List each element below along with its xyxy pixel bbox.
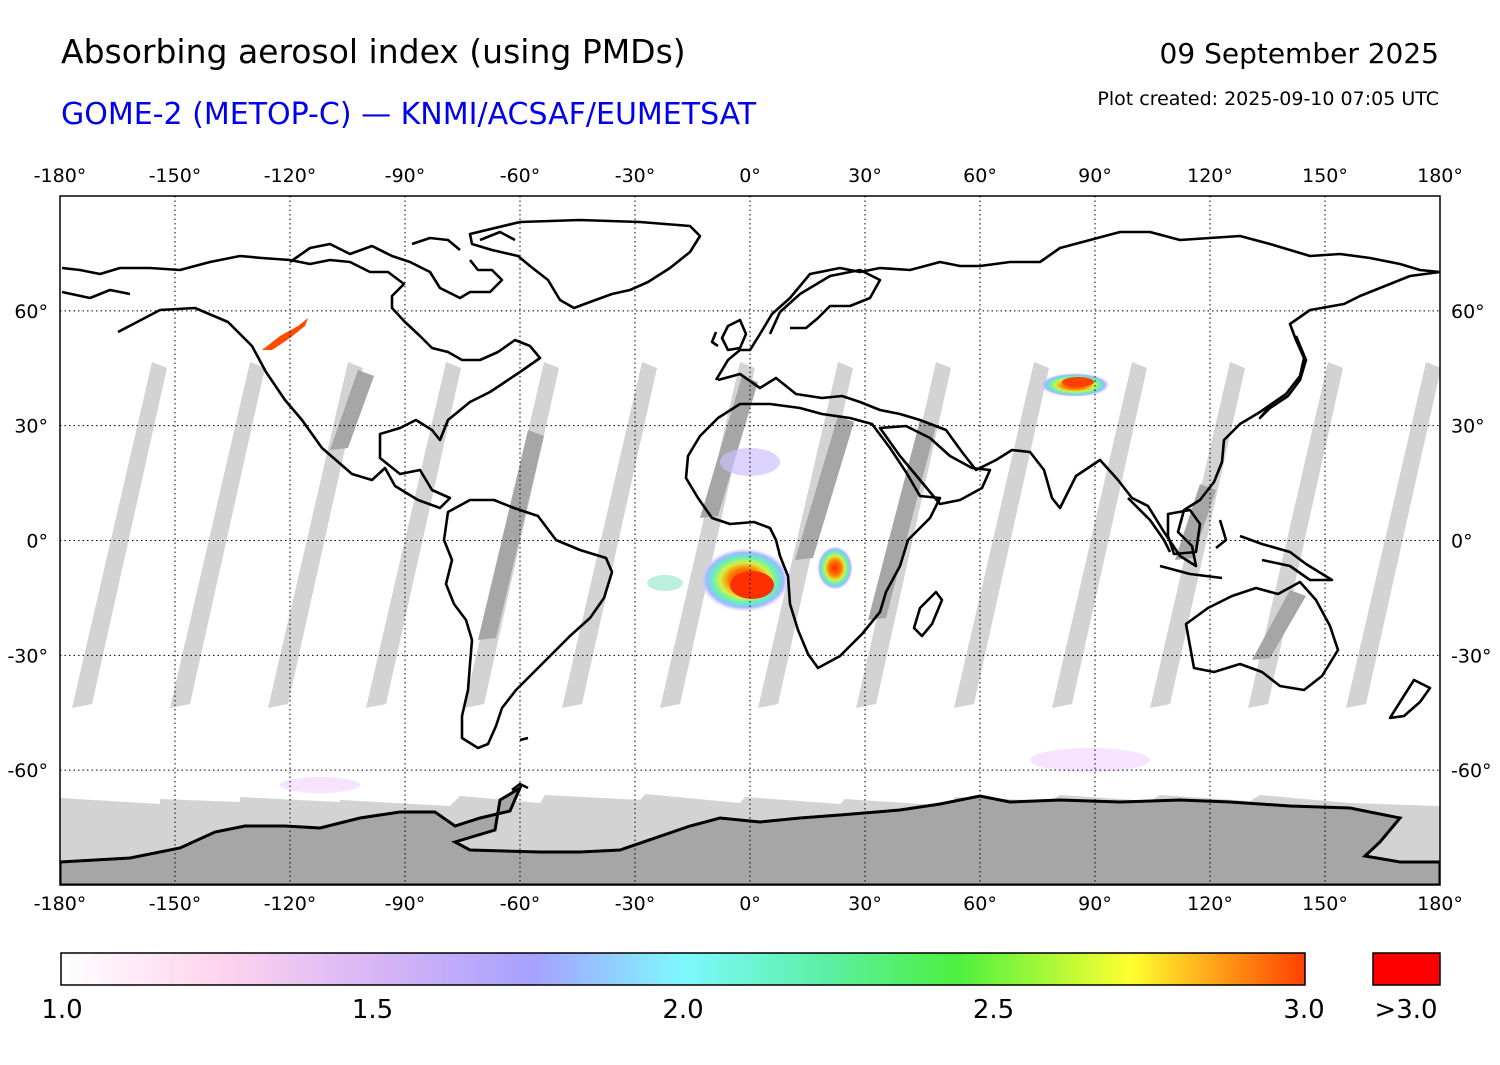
lat-tick-label-left: 60° (14, 301, 48, 323)
orbit-gap-swath (170, 362, 265, 708)
lon-tick-label-top: 90° (1078, 165, 1112, 187)
lon-tick-label-top: -120° (264, 165, 317, 187)
lat-tick-label-right: 0° (1451, 531, 1473, 553)
colorbar-over-range-label: >3.0 (1374, 995, 1438, 1025)
lat-tick-label-left: 30° (14, 416, 48, 438)
lon-tick-label-bottom: -120° (264, 893, 317, 915)
lon-tick-label-bottom: -30° (615, 893, 656, 915)
colorbar-tick-label: 1.5 (351, 995, 394, 1025)
lon-tick-label-bottom: 90° (1078, 893, 1112, 915)
colorbar-tick-label: 2.5 (972, 995, 1015, 1025)
new-zealand-outline (1388, 678, 1432, 720)
map-frame (59, 195, 1441, 886)
aerosol-patch-southern-ocean-west (280, 777, 360, 793)
lon-tick-label-top: 60° (963, 165, 997, 187)
aerosol-plume-north-america (262, 318, 308, 350)
lat-tick-label-left: -60° (7, 760, 48, 782)
orbit-gap-swath (954, 362, 1049, 708)
indonesia-outline (1127, 497, 1334, 582)
world-map: -180° -180° -150° -150° -120° -120° -90° -90° -6… (7, 165, 1492, 986)
colorbar-tick-label: 1.0 (41, 995, 83, 1025)
lat-tick-label-right: -30° (1451, 645, 1492, 667)
aerosol-patch-atlantic (647, 575, 683, 591)
north-america-outline (61, 254, 542, 510)
lat-tick-label-left: 0° (26, 531, 48, 553)
axis-tick-labels: -180° -180° -150° -150° -120° -120° -90° -90° -6… (7, 165, 1491, 915)
lon-tick-label-bottom: 60° (963, 893, 997, 915)
colorbar-over-range (1372, 952, 1441, 986)
lon-tick-label-bottom: 120° (1187, 893, 1233, 915)
scandinavia-outline (768, 268, 882, 335)
greenland-outline (468, 218, 702, 310)
lon-tick-label-top: 180° (1417, 165, 1463, 187)
graticule (60, 196, 1440, 885)
lon-tick-label-top: -150° (149, 165, 202, 187)
gap-over-east-africa (868, 420, 936, 620)
lon-tick-label-bottom: 150° (1302, 893, 1348, 915)
orbit-gap-swath (1346, 362, 1440, 708)
chart-subtitle: GOME-2 (METOP-C) — KNMI/ACSAF/EUMETSAT (61, 97, 757, 132)
lon-tick-label-top: -30° (615, 165, 656, 187)
gap-over-central-africa (795, 416, 854, 560)
lon-tick-label-bottom: -60° (500, 893, 541, 915)
lon-tick-label-top: -60° (500, 165, 541, 187)
orbit-gap-swath (1248, 362, 1343, 708)
lon-tick-label-top: -90° (385, 165, 426, 187)
aerosol-plume-east-africa (817, 546, 853, 590)
japan-outline (1258, 335, 1308, 420)
lon-tick-label-bottom: -180° (34, 893, 87, 915)
lon-tick-label-top: 150° (1302, 165, 1348, 187)
colorbar-tick-label: 2.0 (662, 995, 704, 1025)
lon-tick-label-bottom: 30° (848, 893, 882, 915)
lat-tick-label-left: -30° (7, 645, 48, 667)
aerosol-patch-southern-ocean (1030, 748, 1150, 772)
lat-tick-label-right: 60° (1451, 301, 1485, 323)
coastlines (61, 218, 1440, 792)
south-america-outline (442, 498, 614, 750)
gap-over-west-africa (700, 376, 758, 518)
gap-over-south-america (478, 430, 544, 640)
orbit-gap-swath (366, 362, 461, 708)
madagascar-outline (912, 590, 944, 638)
lon-tick-label-top: 30° (848, 165, 882, 187)
antarctic-peninsula-outline (511, 736, 529, 792)
lon-tick-label-top: 0° (739, 165, 761, 187)
lon-tick-label-bottom: -150° (149, 893, 202, 915)
british-isles-outline (710, 318, 748, 352)
australia-outline (1184, 580, 1340, 692)
lon-tick-label-bottom: -90° (385, 893, 426, 915)
colorbar-tick-label: 3.0 (1283, 995, 1325, 1025)
colorbar (60, 952, 1306, 986)
observation-date: 09 September 2025 (1159, 37, 1439, 70)
plot-created-timestamp: Plot created: 2025-09-10 07:05 UTC (1097, 88, 1439, 110)
gap-over-america (330, 370, 374, 450)
gap-over-australia (1252, 590, 1306, 660)
arabia-outline (878, 424, 992, 506)
chart-title: Absorbing aerosol index (using PMDs) (61, 32, 686, 71)
lon-tick-label-top: -180° (34, 165, 87, 187)
arctic-islands-outline (289, 230, 516, 300)
orbit-gap-swath (1052, 362, 1147, 708)
lon-tick-label-top: 120° (1187, 165, 1233, 187)
aerosol-plumes (262, 318, 1150, 793)
lon-tick-label-bottom: 0° (739, 893, 761, 915)
aerosol-plume-central-africa-core (730, 571, 774, 599)
lat-tick-label-right: -60° (1451, 760, 1492, 782)
aerosol-plume-central-asia-core (1062, 377, 1094, 387)
orbit-gap-swath (72, 362, 167, 708)
lon-tick-label-bottom: 180° (1417, 893, 1463, 915)
africa-outline (684, 402, 942, 670)
lat-tick-label-right: 30° (1451, 416, 1485, 438)
